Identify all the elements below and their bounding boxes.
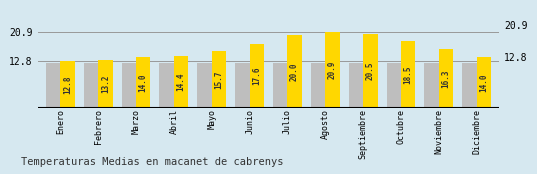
Bar xyxy=(136,57,150,108)
Text: Temperaturas Medias en macanet de cabrenys: Temperaturas Medias en macanet de cabren… xyxy=(21,157,284,167)
Text: 13.2: 13.2 xyxy=(101,75,110,93)
Bar xyxy=(60,61,75,108)
Text: 14.0: 14.0 xyxy=(480,73,488,92)
Bar xyxy=(387,63,401,108)
Text: 18.5: 18.5 xyxy=(404,65,412,84)
Text: 14.4: 14.4 xyxy=(177,73,186,91)
Bar xyxy=(401,41,416,108)
Bar xyxy=(235,63,250,108)
Bar xyxy=(325,32,340,108)
Bar xyxy=(46,63,60,108)
Bar xyxy=(212,51,226,108)
Bar xyxy=(424,63,439,108)
Text: 16.3: 16.3 xyxy=(441,69,451,88)
Bar xyxy=(462,63,477,108)
Text: 20.0: 20.0 xyxy=(290,62,299,81)
Bar xyxy=(84,63,98,108)
Bar xyxy=(477,57,491,108)
Bar xyxy=(159,63,174,108)
Bar xyxy=(121,63,136,108)
Bar xyxy=(250,44,264,108)
Bar xyxy=(439,49,453,108)
Text: 17.6: 17.6 xyxy=(252,67,262,85)
Text: 12.8: 12.8 xyxy=(63,76,72,94)
Bar xyxy=(363,34,378,108)
Bar xyxy=(197,63,212,108)
Bar xyxy=(287,35,302,108)
Text: 14.0: 14.0 xyxy=(139,73,148,92)
Bar xyxy=(98,60,113,108)
Bar xyxy=(174,56,188,108)
Bar xyxy=(349,63,363,108)
Text: 20.5: 20.5 xyxy=(366,61,375,80)
Bar xyxy=(273,63,287,108)
Text: 15.7: 15.7 xyxy=(214,70,223,89)
Text: 20.9: 20.9 xyxy=(328,61,337,79)
Bar xyxy=(311,63,325,108)
